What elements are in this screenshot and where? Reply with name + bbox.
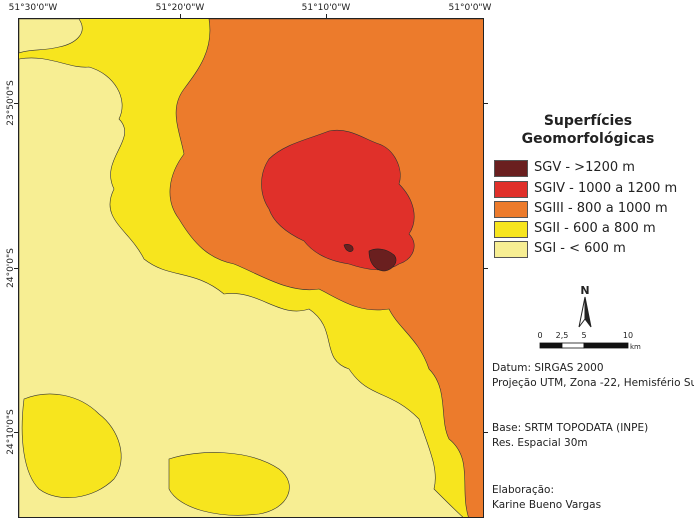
projection-text: Projeção UTM, Zona -22, Hemisfério Sul [492, 377, 694, 389]
lon-tick-label: 51°20'0"W [155, 3, 205, 13]
sgiv-zone [261, 129, 415, 271]
sgii-zone [21, 393, 122, 499]
tick-mark [484, 103, 488, 104]
legend-label: SGV - >1200 m [534, 160, 635, 175]
legend-swatch [494, 181, 528, 198]
geomorphology-map [19, 19, 483, 517]
legend-title-line: Geomorfológicas [521, 131, 655, 147]
datum-text: Datum: SIRGAS 2000 [492, 362, 604, 374]
lon-tick-label: 51°0'0"W [448, 3, 492, 13]
lon-tick-label: 51°30'0"W [8, 3, 58, 13]
base-text: Base: SRTM TOPODATA (INPE) [492, 422, 649, 434]
sgii-zone [168, 452, 290, 516]
legend-label: SGIV - 1000 a 1200 m [534, 181, 678, 196]
legend-title-line: Superfícies [543, 113, 633, 129]
legend-label: SGIII - 800 a 1000 m [534, 201, 668, 216]
north-arrow-icon: N [578, 284, 592, 328]
sgv-zone [343, 244, 354, 252]
legend-swatch [494, 221, 528, 238]
scale-label: 0 [537, 331, 543, 340]
tick-mark [180, 14, 181, 18]
tick-mark [14, 103, 18, 104]
lon-tick-label: 51°10'0"W [301, 3, 351, 13]
sgi-zone [19, 57, 464, 517]
legend-label: SGI - < 600 m [534, 241, 626, 256]
legend-swatch [494, 160, 528, 177]
scale-bar-graphic: km [539, 342, 641, 351]
north-arrow: N [570, 283, 600, 333]
legend-swatch [494, 201, 528, 218]
tick-mark [14, 268, 18, 269]
scale-unit: km [630, 343, 641, 351]
tick-mark [14, 432, 18, 433]
author-text: Karine Bueno Vargas [492, 499, 602, 511]
scale-bar: 0 2,5 5 10 km [534, 331, 644, 357]
legend-swatch [494, 241, 528, 258]
tick-mark [326, 14, 327, 18]
north-label: N [580, 284, 589, 297]
tick-mark [484, 432, 488, 433]
scale-label: 2,5 [555, 331, 569, 340]
scale-label: 5 [581, 331, 587, 340]
legend-label: SGII - 600 a 800 m [534, 221, 656, 236]
scale-label: 10 [622, 331, 634, 340]
map-frame [18, 18, 484, 518]
credit-label: Elaboração: [492, 484, 554, 496]
tick-mark [484, 268, 488, 269]
legend-title: Superfícies Geomorfológicas [490, 112, 686, 148]
sgiii-zone [169, 19, 483, 517]
resolution-text: Res. Espacial 30m [492, 437, 588, 449]
sgi-zone [19, 19, 83, 54]
sgv-zone [368, 248, 397, 272]
